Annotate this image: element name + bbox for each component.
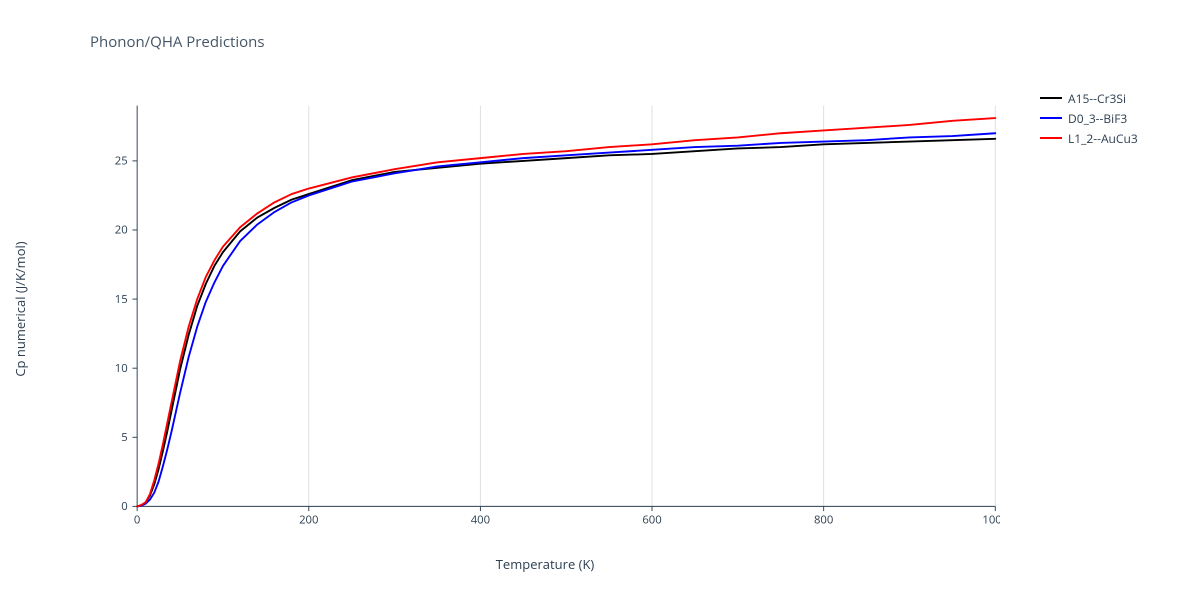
series-line-2[interactable] (137, 118, 995, 506)
legend-swatch-icon (1040, 137, 1062, 139)
legend-item-2[interactable]: L1_2--AuCu3 (1040, 130, 1138, 146)
chart-title: Phonon/QHA Predictions (90, 32, 265, 52)
x-tick-label: 600 (642, 512, 661, 527)
plot-svg: 0 5 10 15 20 25 0 200 400 600 800 1000 (90, 90, 1000, 555)
y-tick-label: 20 (115, 223, 128, 238)
y-axis-label: Cp numerical (J/K/mol) (11, 241, 29, 376)
legend-label: D0_3--BiF3 (1068, 110, 1127, 127)
plot-area: 051015202502004006008001000 (90, 90, 1000, 515)
legend-swatch-icon (1040, 97, 1062, 99)
series-line-1[interactable] (137, 133, 995, 506)
y-tick-label: 0 (121, 499, 127, 514)
page-root: Phonon/QHA Predictions 0 5 10 15 20 25 0 200 400… (0, 0, 1200, 600)
legend-label: L1_2--AuCu3 (1068, 130, 1138, 147)
series-line-0[interactable] (137, 139, 995, 507)
x-tick-label: 200 (299, 512, 318, 527)
legend-swatch-icon (1040, 117, 1062, 119)
x-tick-label: 400 (471, 512, 490, 527)
x-axis-label: Temperature (K) (496, 555, 595, 573)
y-tick-label: 5 (121, 430, 127, 445)
x-tick-label: 800 (814, 512, 833, 527)
y-tick-label: 25 (115, 154, 128, 169)
legend-item-1[interactable]: D0_3--BiF3 (1040, 110, 1138, 126)
legend: A15--Cr3Si D0_3--BiF3 L1_2--AuCu3 (1040, 90, 1138, 150)
x-tick-label: 0 (134, 512, 140, 527)
y-tick-label: 15 (115, 292, 128, 307)
x-tick-label: 1000 (982, 512, 1000, 527)
y-tick-label: 10 (115, 361, 128, 376)
legend-label: A15--Cr3Si (1068, 90, 1126, 107)
legend-item-0[interactable]: A15--Cr3Si (1040, 90, 1138, 106)
